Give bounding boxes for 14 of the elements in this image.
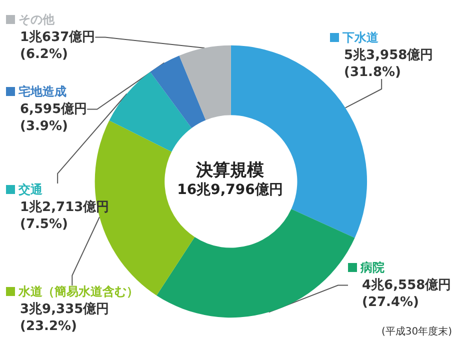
text: 決算規模 <box>195 160 264 181</box>
data-label: 4兆6,558億円 (27.4%) <box>362 277 452 310</box>
data-label: 6,595億円 (3.9%) <box>20 101 88 134</box>
legend-label: 宅地造成 <box>18 84 66 98</box>
data-label: 3兆9,335億円 (23.2%) <box>20 301 110 334</box>
data-label: 1兆637億円 (6.2%) <box>20 29 96 62</box>
legend-label: 病院 <box>359 260 384 274</box>
text: 16兆9,796億円 <box>177 181 283 198</box>
text: (平成30年度末) <box>381 326 452 338</box>
legend-label: 下水道 <box>341 30 380 44</box>
legend-label: 水道（簡易水道含む） <box>17 284 138 298</box>
legend-label: 交通 <box>17 182 44 196</box>
data-label: 5兆3,958億円 (31.8%) <box>344 47 434 80</box>
legend-label: その他 <box>18 12 56 26</box>
